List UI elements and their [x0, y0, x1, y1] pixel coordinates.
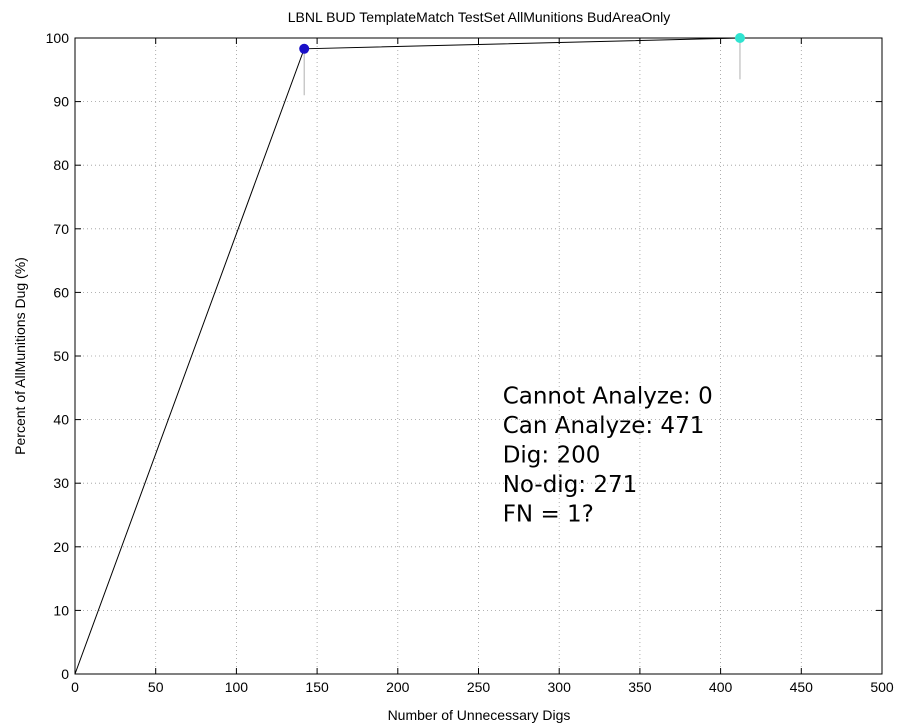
axis-ticks — [74, 37, 883, 675]
x-tick-label: 450 — [790, 679, 814, 695]
y-tick-label: 70 — [53, 221, 69, 237]
annotation-line: Can Analyze: 471 — [503, 413, 705, 439]
x-tick-label: 50 — [148, 679, 164, 695]
marker-group — [299, 33, 745, 96]
stats-annotation: Cannot Analyze: 0 Can Analyze: 471 Dig: 20… — [503, 384, 713, 528]
y-tick-labels: 0 10 20 30 40 50 60 70 80 90 100 — [46, 30, 70, 682]
y-tick-label: 90 — [53, 94, 69, 110]
y-tick-label: 20 — [53, 539, 69, 555]
data-point — [734, 33, 745, 43]
x-tick-labels: 0 50 100 150 200 250 300 350 400 450 500 — [71, 679, 894, 695]
data-point — [299, 43, 310, 54]
y-tick-label: 10 — [53, 602, 69, 618]
y-tick-label: 80 — [53, 157, 69, 173]
x-tick-label: 200 — [386, 679, 410, 695]
annotation-line: Cannot Analyze: 0 — [503, 384, 713, 410]
y-tick-label: 0 — [61, 666, 69, 682]
grid-lines — [75, 38, 882, 674]
x-tick-label: 300 — [548, 679, 572, 695]
y-tick-label: 100 — [46, 30, 70, 46]
x-tick-label: 100 — [225, 679, 249, 695]
x-tick-label: 400 — [709, 679, 733, 695]
annotation-line: No-dig: 271 — [503, 472, 638, 498]
x-tick-label: 350 — [628, 679, 652, 695]
x-tick-label: 0 — [71, 679, 79, 695]
annotation-line: Dig: 200 — [503, 443, 601, 469]
x-axis-label: Number of Unnecessary Digs — [388, 707, 571, 723]
annotation-line: FN = 1? — [503, 502, 594, 528]
x-tick-label: 500 — [870, 679, 894, 695]
y-tick-label: 30 — [53, 475, 69, 491]
y-tick-label: 60 — [53, 284, 69, 300]
y-tick-label: 50 — [53, 348, 69, 364]
chart-title: LBNL BUD TemplateMatch TestSet AllMuniti… — [288, 9, 671, 25]
y-tick-label: 40 — [53, 412, 69, 428]
y-axis-label: Percent of AllMunitions Dug (%) — [12, 257, 28, 455]
x-tick-label: 250 — [467, 679, 491, 695]
x-tick-label: 150 — [305, 679, 329, 695]
